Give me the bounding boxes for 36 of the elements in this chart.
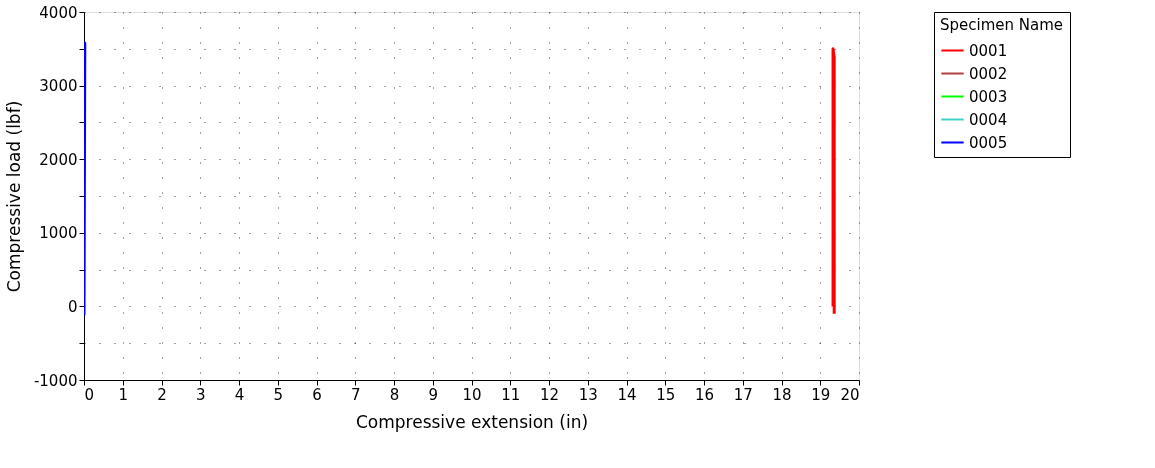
x-tick-label: 13 xyxy=(578,385,598,404)
x-tick-label: 1 xyxy=(118,385,129,404)
line-series xyxy=(831,47,836,316)
legend-title: Specimen Name xyxy=(940,16,1064,34)
legend-label: 0004 xyxy=(969,110,1008,129)
x-tick-label: 11 xyxy=(501,385,521,404)
x-tick-label: 18 xyxy=(772,385,792,404)
x-tick-label: 12 xyxy=(539,385,560,404)
x-tick-label: 20 xyxy=(840,385,860,404)
legend-label: 0003 xyxy=(969,87,1008,106)
x-tick-label: 5 xyxy=(273,385,284,404)
x-tick-label: 16 xyxy=(694,385,715,404)
y-tick-label: 4000 xyxy=(39,3,78,22)
x-tick-label: 7 xyxy=(350,385,361,404)
x-tick-label: 6 xyxy=(312,385,322,404)
y-axis-title: Compressive load (lbf) xyxy=(3,100,24,293)
y-tick-label: 3000 xyxy=(39,77,78,96)
x-tick-label: 4 xyxy=(234,385,245,404)
x-axis-title: Compressive extension (in) xyxy=(355,411,589,432)
y-tick-label: 1000 xyxy=(39,224,78,243)
legend-label: 0001 xyxy=(969,41,1008,60)
x-tick-label: 14 xyxy=(617,385,637,404)
y-tick-label: -1000 xyxy=(33,371,78,390)
x-tick-label: 0 xyxy=(84,385,95,404)
x-tick-label: 19 xyxy=(811,385,831,404)
x-tick-label: 15 xyxy=(656,385,676,404)
x-tick-label: 9 xyxy=(428,385,439,404)
x-tick-label: 17 xyxy=(733,385,753,404)
y-tick-label: 2000 xyxy=(39,150,78,169)
legend-label: 0002 xyxy=(969,64,1008,83)
x-tick-label: 3 xyxy=(195,385,206,404)
y-tick-label: 0 xyxy=(67,297,78,316)
x-tick-label: 10 xyxy=(462,385,482,404)
legend-label: 0005 xyxy=(969,133,1008,152)
x-tick-label: 2 xyxy=(157,385,167,404)
x-tick-label: 8 xyxy=(389,385,400,404)
